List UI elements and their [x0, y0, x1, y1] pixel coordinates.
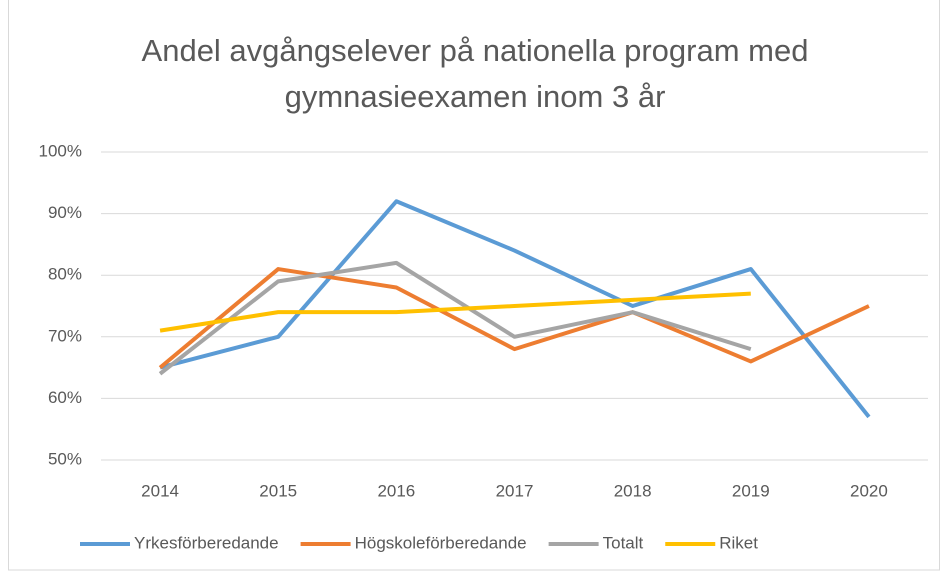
x-tick-label: 2016: [377, 481, 415, 500]
x-tick-label: 2019: [732, 481, 770, 500]
legend-label: Totalt: [603, 533, 644, 552]
y-tick-label: 50%: [48, 449, 82, 468]
series-line: [159, 199, 871, 419]
legend-label: Högskoleförberedande: [355, 533, 527, 552]
series-line: [158, 267, 870, 370]
x-tick-label: 2018: [614, 481, 652, 500]
legend-label: Riket: [719, 533, 758, 552]
chart-border: [8, 0, 940, 571]
series-line: [158, 260, 752, 376]
series-line: [159, 291, 751, 333]
y-tick-label: 80%: [48, 265, 82, 284]
y-tick-label: 90%: [48, 203, 82, 222]
y-tick-label: 70%: [48, 326, 82, 345]
x-tick-label: 2017: [496, 481, 534, 500]
legend-label: Yrkesförberedande: [134, 533, 279, 552]
y-tick-label: 100%: [39, 141, 82, 160]
y-tick-label: 60%: [48, 388, 82, 407]
x-tick-label: 2015: [259, 481, 297, 500]
x-tick-label: 2014: [141, 481, 179, 500]
chart-title: Andel avgångselever på nationella progra…: [141, 33, 809, 114]
x-tick-label: 2020: [850, 481, 888, 500]
